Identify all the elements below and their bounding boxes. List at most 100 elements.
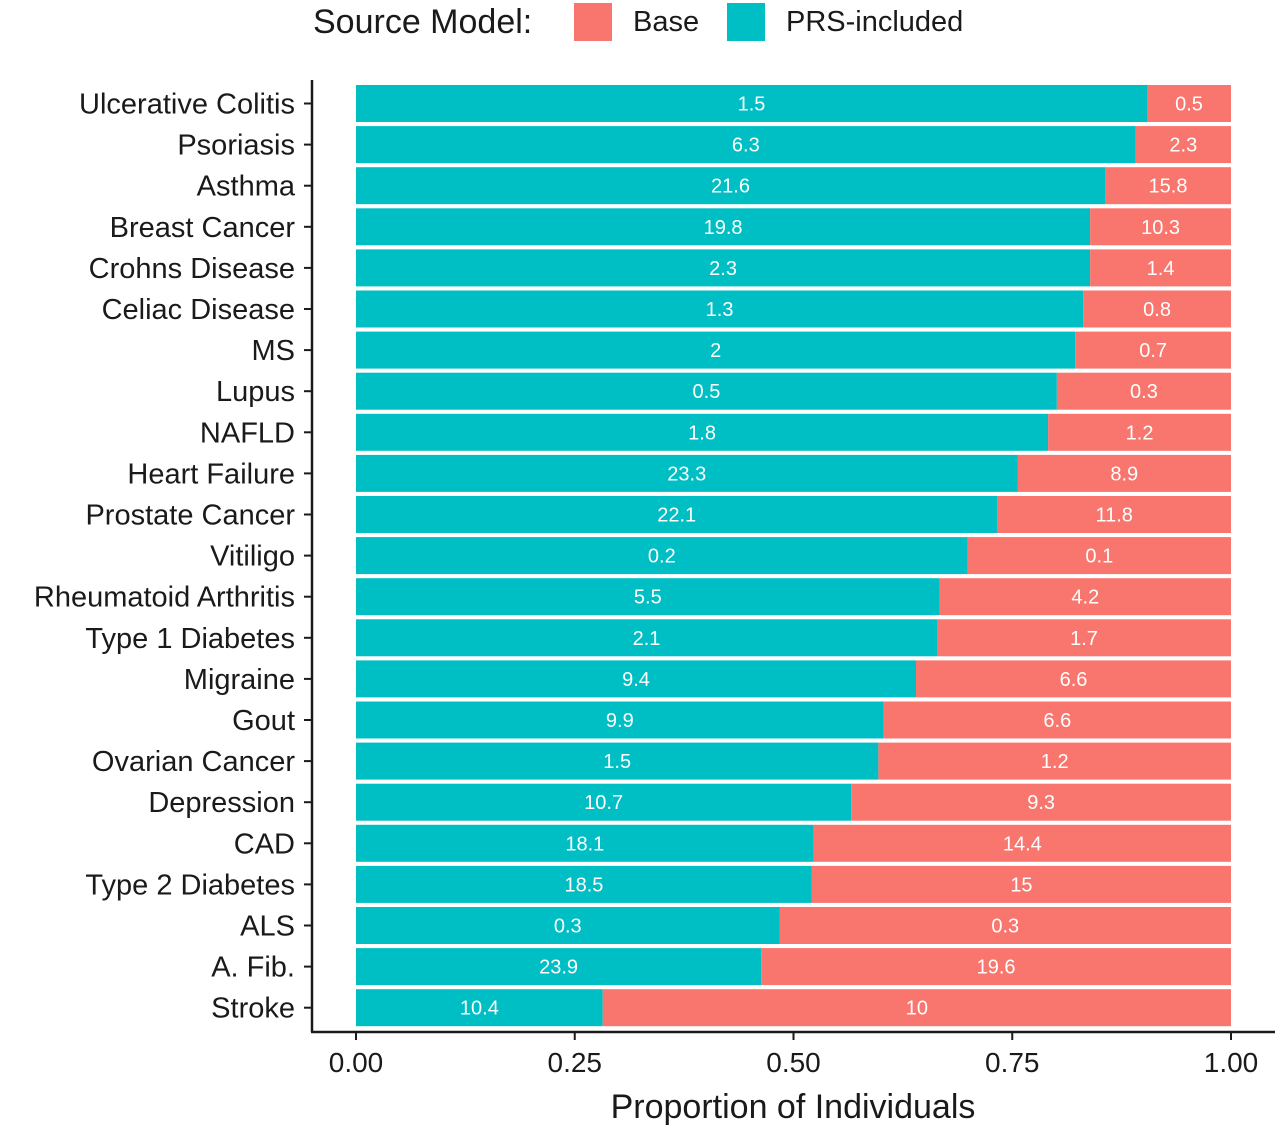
bar-prs-included-nafld	[356, 413, 1049, 451]
data-label-base-ovarian-cancer: 1.2	[1041, 751, 1069, 773]
data-label-base-ulcerative-colitis: 0.5	[1175, 94, 1203, 116]
y-tick-label-celiac-disease: Celiac Disease	[102, 294, 295, 326]
data-label-prs-included-stroke: 10.4	[460, 998, 499, 1020]
y-tick-label-ovarian-cancer: Ovarian Cancer	[92, 746, 295, 778]
y-tick-label-ms: MS	[252, 335, 296, 367]
data-label-prs-included-vitiligo: 0.2	[648, 546, 676, 568]
bar-prs-included-a-fib	[356, 948, 762, 986]
data-label-base-a-fib: 19.6	[977, 957, 1016, 979]
bar-prs-included-ulcerative-colitis	[356, 85, 1147, 122]
data-label-prs-included-a-fib: 23.9	[539, 957, 578, 979]
data-label-base-als: 0.3	[991, 916, 1019, 938]
y-tick-label-stroke: Stroke	[211, 993, 295, 1025]
x-axis-title: Proportion of Individuals	[611, 1088, 976, 1126]
bar-base-gout	[883, 701, 1231, 739]
bar-prs-included-ovarian-cancer	[356, 742, 879, 780]
data-label-base-ms: 0.7	[1139, 340, 1167, 362]
bar-base-breast-cancer	[1090, 208, 1231, 246]
data-label-prs-included-depression: 10.7	[584, 792, 623, 814]
data-label-base-rheumatoid-arthritis: 4.2	[1071, 587, 1099, 609]
data-label-base-depression: 9.3	[1027, 792, 1055, 814]
y-tick-label-asthma: Asthma	[197, 171, 296, 203]
bar-prs-included-migraine	[356, 660, 916, 698]
bar-base-vitiligo	[967, 537, 1231, 575]
legend-swatch-base	[574, 3, 612, 41]
bar-prs-included-als	[356, 907, 780, 944]
x-tick-label-1-00: 1.00	[1204, 1047, 1259, 1078]
data-label-prs-included-breast-cancer: 19.8	[704, 217, 743, 239]
bar-base-nafld	[1048, 413, 1231, 451]
y-tick-label-nafld: NAFLD	[200, 417, 295, 449]
bar-base-lupus	[1056, 372, 1231, 410]
bar-prs-included-psoriasis	[356, 126, 1136, 164]
data-label-prs-included-als: 0.3	[554, 916, 582, 938]
y-tick-label-psoriasis: Psoriasis	[177, 130, 295, 162]
y-axis: Ulcerative Colitis Psoriasis Asthma Breast …	[34, 80, 314, 1032]
bar-base-als	[779, 907, 1231, 944]
data-label-base-breast-cancer: 10.3	[1141, 217, 1180, 239]
data-label-prs-included-heart-failure: 23.3	[667, 463, 706, 485]
data-label-prs-included-celiac-disease: 1.3	[706, 299, 734, 321]
bar-prs-included-depression	[356, 783, 852, 821]
bar-base-depression	[851, 783, 1231, 821]
legend-label-prs-included: PRS-included	[786, 6, 963, 38]
bar-prs-included-breast-cancer	[356, 208, 1091, 246]
bar-base-prostate-cancer	[997, 496, 1231, 533]
data-label-base-type-2-diabetes: 15	[1010, 874, 1032, 896]
y-tick-label-type-2-diabetes: Type 2 Diabetes	[85, 869, 295, 901]
bar-base-heart-failure	[1017, 454, 1231, 492]
bar-prs-included-rheumatoid-arthritis	[356, 578, 940, 616]
data-label-prs-included-nafld: 1.8	[688, 422, 716, 444]
x-tick-label-0-00: 0.00	[329, 1047, 384, 1078]
data-label-prs-included-gout: 9.9	[606, 710, 634, 732]
y-tick-label-depression: Depression	[148, 787, 295, 819]
bar-prs-included-type-2-diabetes	[356, 865, 812, 903]
bar-base-celiac-disease	[1083, 290, 1231, 328]
bar-base-migraine	[916, 660, 1231, 698]
legend-label-base: Base	[633, 6, 699, 38]
data-label-prs-included-ovarian-cancer: 1.5	[603, 751, 631, 773]
legend-title: Source Model:	[313, 3, 532, 41]
data-label-base-type-1-diabetes: 1.7	[1070, 628, 1098, 650]
bar-prs-included-ms	[356, 331, 1076, 369]
data-label-base-asthma: 15.8	[1149, 176, 1188, 198]
x-tick-label-0-75: 0.75	[985, 1047, 1040, 1078]
y-tick-label-type-1-diabetes: Type 1 Diabetes	[85, 623, 295, 655]
y-tick-label-migraine: Migraine	[184, 664, 295, 696]
data-label-base-stroke: 10	[906, 998, 928, 1020]
bar-base-cad	[813, 824, 1231, 862]
y-tick-label-gout: Gout	[232, 705, 295, 737]
y-tick-label-heart-failure: Heart Failure	[127, 458, 295, 490]
legend: Source Model: Base PRS-included	[313, 3, 963, 41]
data-label-prs-included-crohns-disease: 2.3	[709, 258, 737, 280]
bars-layer: 1.5 0.5 6.3 2.3 21.6 15.8 19.8 10.3 2.3 1.4 1.3 0.8…	[356, 85, 1231, 1027]
bar-base-ulcerative-colitis	[1147, 85, 1231, 122]
data-label-prs-included-ulcerative-colitis: 1.5	[738, 94, 766, 116]
bar-prs-included-type-1-diabetes	[356, 619, 937, 657]
data-label-base-gout: 6.6	[1043, 710, 1071, 732]
y-tick-label-als: ALS	[240, 911, 295, 943]
y-tick-label-cad: CAD	[234, 828, 295, 860]
data-label-base-vitiligo: 0.1	[1085, 546, 1113, 568]
y-tick-label-ulcerative-colitis: Ulcerative Colitis	[79, 89, 295, 121]
bar-base-rheumatoid-arthritis	[939, 578, 1231, 616]
y-tick-label-vitiligo: Vitiligo	[210, 541, 295, 573]
y-tick-label-breast-cancer: Breast Cancer	[110, 212, 296, 244]
data-label-prs-included-migraine: 9.4	[622, 669, 650, 691]
data-label-prs-included-cad: 18.1	[565, 833, 604, 855]
bar-prs-included-lupus	[356, 372, 1057, 410]
bar-prs-included-vitiligo	[356, 537, 968, 575]
x-tick-label-0-25: 0.25	[548, 1047, 603, 1078]
data-label-base-nafld: 1.2	[1126, 422, 1154, 444]
data-label-prs-included-type-2-diabetes: 18.5	[564, 874, 603, 896]
legend-swatch-prs-included	[727, 3, 765, 41]
bar-base-crohns-disease	[1090, 249, 1231, 287]
bar-prs-included-asthma	[356, 167, 1105, 205]
y-tick-label-prostate-cancer: Prostate Cancer	[85, 500, 295, 532]
bar-base-a-fib	[761, 948, 1231, 986]
bar-base-ovarian-cancer	[878, 742, 1231, 780]
data-label-prs-included-lupus: 0.5	[693, 381, 721, 403]
data-label-prs-included-psoriasis: 6.3	[732, 135, 760, 157]
y-tick-label-crohns-disease: Crohns Disease	[89, 253, 295, 285]
